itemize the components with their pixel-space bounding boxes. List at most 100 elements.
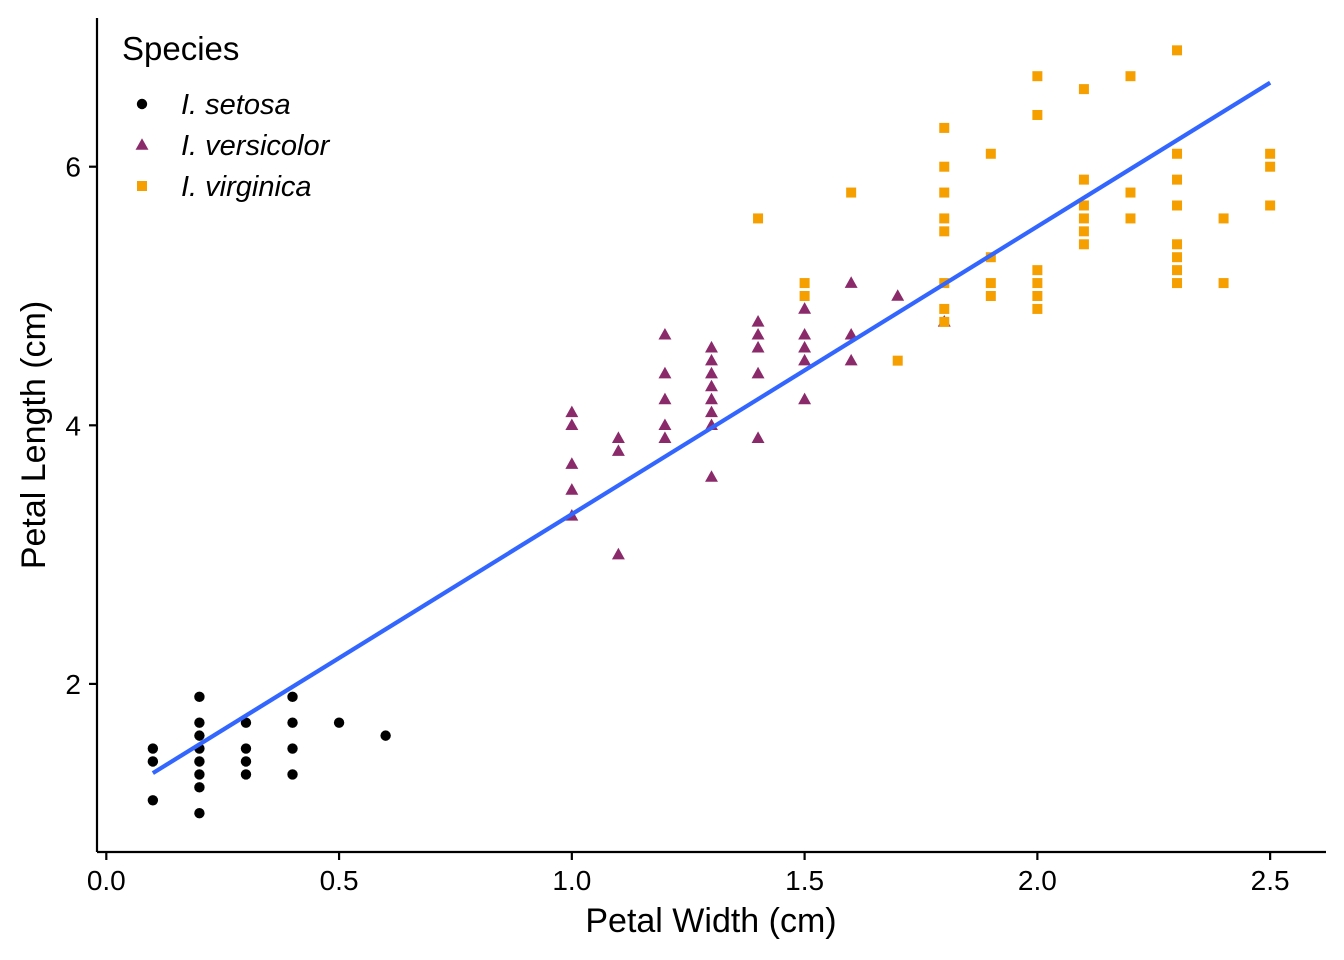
x-tick-label: 0.0 <box>87 865 126 896</box>
data-point <box>892 355 903 366</box>
data-point <box>1218 213 1229 224</box>
data-point <box>194 756 205 767</box>
legend-label: I. versicolor <box>181 130 331 162</box>
data-point <box>1218 278 1229 289</box>
data-point <box>1032 109 1043 120</box>
data-point <box>939 187 950 198</box>
data-point <box>705 353 718 366</box>
data-point <box>1078 174 1089 185</box>
y-ticks: 2 4 6 <box>65 152 97 700</box>
data-point <box>705 392 718 405</box>
x-tick-label: 2.0 <box>1018 865 1057 896</box>
data-point <box>751 315 765 327</box>
data-point <box>844 353 858 366</box>
data-point <box>1172 278 1183 289</box>
data-point <box>1125 71 1136 82</box>
data-point <box>939 316 950 327</box>
data-point <box>985 278 996 289</box>
data-point <box>799 278 810 289</box>
data-point <box>939 303 950 314</box>
data-point <box>1172 148 1183 159</box>
series-2 <box>753 45 1276 366</box>
points-layer <box>147 45 1276 819</box>
data-point <box>939 213 950 224</box>
data-point <box>1172 200 1183 211</box>
y-tick-label: 4 <box>65 410 81 441</box>
data-point <box>240 717 252 728</box>
data-point <box>565 418 579 431</box>
x-tick-label: 2.5 <box>1251 865 1290 896</box>
data-point <box>194 691 205 703</box>
data-point <box>1265 148 1276 159</box>
data-point <box>1125 213 1136 224</box>
legend-item: I. versicolor <box>135 130 331 162</box>
series-0 <box>147 691 391 819</box>
data-point <box>798 302 812 314</box>
data-point <box>799 291 810 301</box>
data-point <box>287 691 298 703</box>
data-point <box>705 470 718 482</box>
data-point <box>194 782 205 793</box>
legend-label: I. setosa <box>181 89 291 121</box>
data-point <box>1032 303 1043 314</box>
trend-layer <box>151 80 1272 775</box>
data-point <box>939 226 950 237</box>
x-tick-label: 1.0 <box>552 865 591 896</box>
data-point <box>705 340 718 353</box>
data-point <box>147 795 159 806</box>
data-point <box>844 276 858 288</box>
data-point <box>1172 265 1183 276</box>
data-point <box>891 289 905 301</box>
data-point <box>611 444 625 456</box>
data-point <box>939 161 950 172</box>
legend-label: I. virginica <box>181 171 312 203</box>
data-point <box>287 769 298 780</box>
data-point <box>1172 239 1183 250</box>
data-point <box>658 392 672 405</box>
data-point <box>751 431 765 443</box>
data-point <box>287 743 298 754</box>
data-point <box>753 213 764 224</box>
axes-layer <box>95 18 1326 854</box>
legend-title: Species <box>122 30 239 67</box>
data-point <box>705 366 718 379</box>
data-point <box>147 743 159 754</box>
data-point <box>287 717 298 728</box>
data-point <box>240 756 252 767</box>
legend: Species I. setosa I. versicolor I. virgini… <box>122 30 331 203</box>
x-axis-title: Petal Width (cm) <box>585 902 836 940</box>
data-point <box>1032 291 1043 301</box>
data-point <box>705 379 718 392</box>
data-point <box>194 730 205 741</box>
data-point <box>1078 213 1089 224</box>
legend-items: I. setosa I. versicolor I. virginica <box>135 89 331 203</box>
data-point <box>751 366 765 379</box>
x-ticks: 0.0 0.5 1.0 1.5 2.0 2.5 <box>87 852 1290 896</box>
x-tick-label: 1.5 <box>785 865 824 896</box>
data-point <box>333 717 345 728</box>
data-point <box>194 808 205 819</box>
legend-key <box>136 98 148 110</box>
data-point <box>611 431 625 443</box>
data-point <box>1078 84 1089 95</box>
data-point <box>798 392 812 405</box>
data-point <box>985 291 996 301</box>
data-point <box>1032 278 1043 289</box>
data-point <box>844 327 858 340</box>
data-point <box>565 405 579 418</box>
data-point <box>565 483 579 495</box>
data-point <box>1265 161 1276 172</box>
data-point <box>658 431 672 443</box>
data-point <box>147 756 159 767</box>
trend-line <box>151 80 1272 775</box>
data-point <box>565 457 579 469</box>
data-point <box>240 743 252 754</box>
data-point <box>1125 187 1136 198</box>
data-point <box>985 148 996 159</box>
data-point <box>1172 45 1183 56</box>
data-point <box>240 769 252 780</box>
data-point <box>1265 200 1276 211</box>
data-point <box>798 353 812 366</box>
data-point <box>751 327 765 340</box>
